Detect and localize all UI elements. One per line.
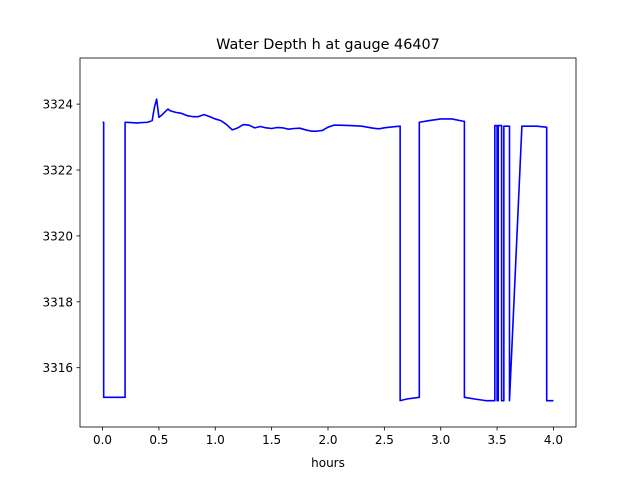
x-tick-label: 1.5 xyxy=(262,433,281,447)
x-tick-label: 4.0 xyxy=(544,433,563,447)
y-tick-label: 3322 xyxy=(42,164,73,178)
x-tick-label: 0.5 xyxy=(149,433,168,447)
y-tick-label: 3320 xyxy=(42,229,73,243)
chart-title: Water Depth h at gauge 46407 xyxy=(216,37,440,53)
x-tick-label: 3.0 xyxy=(431,433,450,447)
x-axis-label: hours xyxy=(311,456,345,470)
x-tick-label: 2.5 xyxy=(375,433,394,447)
x-tick-label: 2.0 xyxy=(318,433,337,447)
x-tick-label: 3.5 xyxy=(488,433,507,447)
series-layer xyxy=(102,98,554,402)
x-axis: 0.0 0.5 1.0 1.5 2.0 2.5 3.0 3.5 4.0 xyxy=(93,427,563,447)
y-tick-label: 3324 xyxy=(42,98,73,112)
x-tick-label: 1.0 xyxy=(206,433,225,447)
y-tick-label: 3318 xyxy=(42,295,73,309)
y-tick-label: 3316 xyxy=(42,361,73,375)
y-axis: 3316 3318 3320 3322 3324 xyxy=(42,98,80,375)
series-line-0 xyxy=(102,98,554,402)
x-tick-label: 0.0 xyxy=(93,433,112,447)
